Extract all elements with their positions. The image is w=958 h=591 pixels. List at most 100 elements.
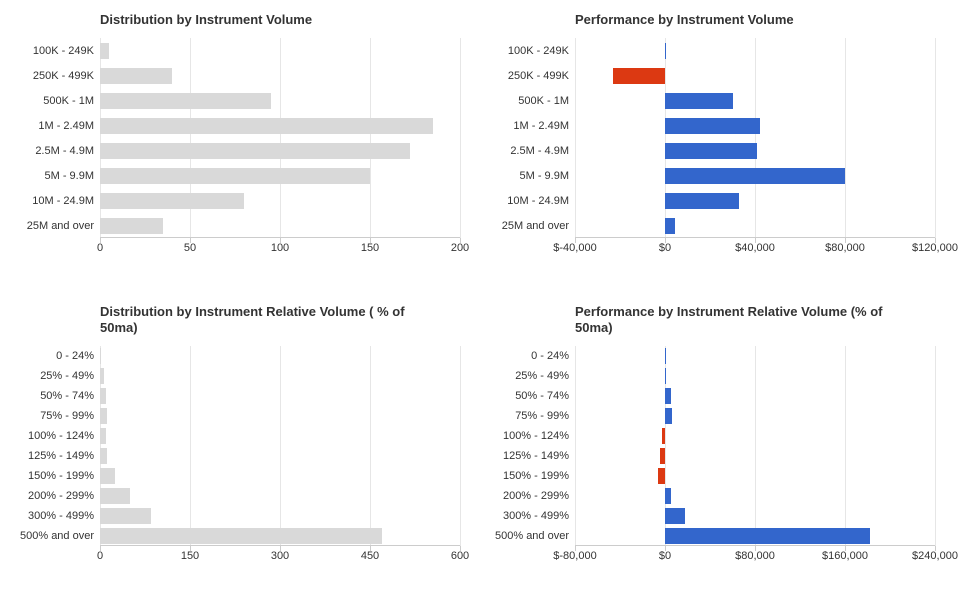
y-axis-label: 200% - 299% bbox=[28, 490, 100, 502]
chart-area-dist-vol: 050100150200100K - 249K250K - 499K500K -… bbox=[10, 34, 473, 260]
y-axis-label: 25M and over bbox=[27, 220, 100, 232]
x-axis-label: $0 bbox=[659, 546, 671, 562]
bar bbox=[100, 408, 107, 424]
bar bbox=[665, 43, 666, 59]
grid-line bbox=[190, 346, 191, 546]
x-axis-label: $120,000 bbox=[912, 238, 958, 254]
bar bbox=[660, 448, 665, 464]
y-axis-label: 300% - 499% bbox=[503, 510, 575, 522]
y-axis-label: 75% - 99% bbox=[40, 410, 100, 422]
bar bbox=[665, 368, 666, 384]
y-axis-label: 150% - 199% bbox=[28, 470, 100, 482]
chart-title: Performance by Instrument Volume bbox=[575, 12, 895, 28]
y-axis-label: 5M - 9.9M bbox=[44, 170, 100, 182]
x-axis-label: 50 bbox=[184, 238, 196, 254]
x-axis-label: $-80,000 bbox=[553, 546, 596, 562]
x-axis-label: 100 bbox=[271, 238, 289, 254]
bar bbox=[665, 348, 666, 364]
grid-line bbox=[845, 38, 846, 238]
grid-line bbox=[575, 38, 576, 238]
y-axis-label: 50% - 74% bbox=[40, 390, 100, 402]
chart-title: Performance by Instrument Relative Volum… bbox=[575, 304, 895, 337]
bar bbox=[665, 388, 671, 404]
bar bbox=[100, 388, 106, 404]
y-axis-label: 250K - 499K bbox=[508, 70, 575, 82]
x-axis-line bbox=[575, 237, 935, 238]
x-axis-label: $160,000 bbox=[822, 546, 868, 562]
y-axis-label: 10M - 24.9M bbox=[507, 195, 575, 207]
charts-grid: Distribution by Instrument Volume 050100… bbox=[10, 10, 948, 581]
plot: 01503004506000 - 24%25% - 49%50% - 74%75… bbox=[100, 346, 460, 546]
y-axis-label: 25% - 49% bbox=[515, 370, 575, 382]
y-axis-label: 25% - 49% bbox=[40, 370, 100, 382]
bar bbox=[658, 468, 665, 484]
x-axis-label: 450 bbox=[361, 546, 379, 562]
grid-line bbox=[280, 346, 281, 546]
y-axis-label: 150% - 199% bbox=[503, 470, 575, 482]
y-axis-label: 500K - 1M bbox=[43, 95, 100, 107]
bar bbox=[100, 193, 244, 209]
grid-line bbox=[755, 346, 756, 546]
y-axis-label: 0 - 24% bbox=[531, 350, 575, 362]
y-axis-label: 25M and over bbox=[502, 220, 575, 232]
x-axis-label: 200 bbox=[451, 238, 469, 254]
x-axis-label: $-40,000 bbox=[553, 238, 596, 254]
y-axis-label: 100K - 249K bbox=[508, 45, 575, 57]
y-axis-label: 200% - 299% bbox=[503, 490, 575, 502]
bar bbox=[100, 93, 271, 109]
y-axis-label: 1M - 2.49M bbox=[38, 120, 100, 132]
grid-line bbox=[935, 346, 936, 546]
bar bbox=[100, 488, 130, 504]
x-axis-label: $80,000 bbox=[735, 546, 775, 562]
y-axis-label: 500K - 1M bbox=[518, 95, 575, 107]
y-axis-label: 75% - 99% bbox=[515, 410, 575, 422]
bar bbox=[665, 143, 757, 159]
bar bbox=[665, 168, 845, 184]
bar bbox=[100, 43, 109, 59]
grid-line bbox=[460, 38, 461, 238]
bar bbox=[100, 368, 104, 384]
grid-line bbox=[935, 38, 936, 238]
panel-dist-vol: Distribution by Instrument Volume 050100… bbox=[10, 10, 473, 290]
bar bbox=[665, 488, 671, 504]
y-axis-label: 100K - 249K bbox=[33, 45, 100, 57]
bar bbox=[665, 193, 739, 209]
y-axis-label: 5M - 9.9M bbox=[519, 170, 575, 182]
x-axis-label: $80,000 bbox=[825, 238, 865, 254]
panel-dist-relvol: Distribution by Instrument Relative Volu… bbox=[10, 302, 473, 582]
bar bbox=[665, 508, 685, 524]
chart-title: Distribution by Instrument Relative Volu… bbox=[100, 304, 420, 337]
x-axis-label: 600 bbox=[451, 546, 469, 562]
x-axis-label: $40,000 bbox=[735, 238, 775, 254]
y-axis-label: 250K - 499K bbox=[33, 70, 100, 82]
y-axis-label: 100% - 124% bbox=[28, 430, 100, 442]
y-axis-label: 125% - 149% bbox=[503, 450, 575, 462]
y-axis-label: 300% - 499% bbox=[28, 510, 100, 522]
plot: 050100150200100K - 249K250K - 499K500K -… bbox=[100, 38, 460, 238]
grid-line bbox=[280, 38, 281, 238]
bar bbox=[100, 468, 115, 484]
bar bbox=[100, 448, 107, 464]
grid-line bbox=[845, 346, 846, 546]
y-axis-label: 0 - 24% bbox=[56, 350, 100, 362]
grid-line bbox=[370, 346, 371, 546]
bar bbox=[665, 218, 675, 234]
x-axis-line bbox=[100, 545, 460, 546]
y-axis-label: 2.5M - 4.9M bbox=[35, 145, 100, 157]
x-axis-label: 150 bbox=[361, 238, 379, 254]
plot: $-80,000$0$80,000$160,000$240,0000 - 24%… bbox=[575, 346, 935, 546]
bar bbox=[100, 508, 151, 524]
bar bbox=[100, 168, 370, 184]
y-axis-label: 2.5M - 4.9M bbox=[510, 145, 575, 157]
x-axis-label: 150 bbox=[181, 546, 199, 562]
bar bbox=[100, 68, 172, 84]
bar bbox=[662, 428, 665, 444]
bar bbox=[100, 143, 410, 159]
y-axis-label: 50% - 74% bbox=[515, 390, 575, 402]
plot: $-40,000$0$40,000$80,000$120,000100K - 2… bbox=[575, 38, 935, 238]
chart-area-perf-vol: $-40,000$0$40,000$80,000$120,000100K - 2… bbox=[485, 34, 948, 260]
bar bbox=[665, 93, 733, 109]
bar bbox=[665, 408, 672, 424]
x-axis-label: $0 bbox=[659, 238, 671, 254]
x-axis-label: 300 bbox=[271, 546, 289, 562]
